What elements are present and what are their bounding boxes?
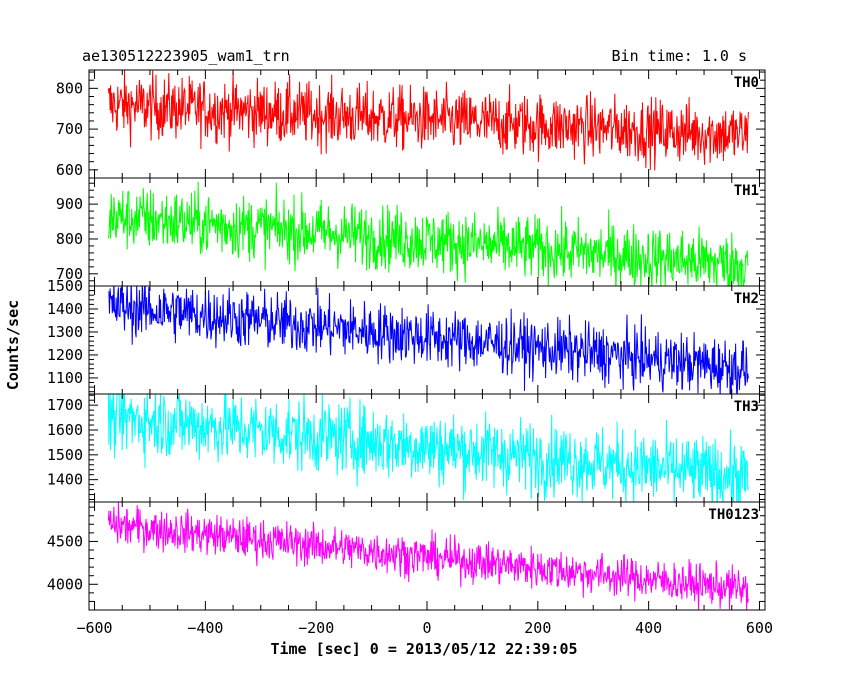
series-line-th3 [107, 394, 749, 502]
x-tick-labels: −600 −400 −200 0 200 400 600 [76, 619, 773, 637]
x-tick-label: 600 [746, 619, 773, 637]
panel-th2: 1100 1200 1300 1400 1500 TH2 [47, 277, 766, 395]
x-tick-label: −600 [76, 619, 112, 637]
x-axis-label: Time [sec] 0 = 2013/05/12 22:39:05 [270, 640, 577, 658]
y-tick-label: 1500 [47, 277, 83, 295]
y-tick-label: 800 [56, 79, 83, 97]
x-tick-label: 200 [524, 619, 551, 637]
panel-group: 600 700 800 TH0 700 800 900 TH1 1100 1200 1300 1400… [47, 69, 766, 611]
y-tick-label: 1700 [47, 396, 83, 414]
y-axis-label: Counts/sec [4, 300, 22, 390]
y-tick-label: 1500 [47, 446, 83, 464]
y-tick-label: 1600 [47, 421, 83, 439]
y-tick-label: 1400 [47, 300, 83, 318]
panel-label-th3: TH3 [734, 399, 759, 415]
chart-title-right: Bin time: 1.0 s [612, 47, 747, 65]
y-tick-label: 1400 [47, 471, 83, 489]
x-tick-label: −400 [187, 619, 223, 637]
y-tick-label: 800 [56, 230, 83, 248]
x-tick-label: 400 [635, 619, 662, 637]
y-tick-label: 900 [56, 195, 83, 213]
panel-label-th0123: TH0123 [708, 507, 759, 523]
chart-title-left: ae130512223905_wam1_trn [82, 47, 290, 65]
series-line-th2 [108, 286, 749, 394]
panel-th3: 1400 1500 1600 1700 TH3 [47, 393, 766, 503]
y-tick-label: 4500 [47, 532, 83, 550]
series-line-th0123 [107, 502, 749, 610]
panel-label-th0: TH0 [734, 75, 759, 91]
y-tick-label: 4000 [47, 575, 83, 593]
y-tick-label: 700 [56, 120, 83, 138]
panel-th0123: 4000 4500 TH0123 [47, 501, 766, 611]
panel-label-th1: TH1 [734, 183, 759, 199]
y-tick-label: 600 [56, 161, 83, 179]
panel-th1: 700 800 900 TH1 [56, 177, 766, 287]
series-line-th1 [107, 181, 749, 286]
y-tick-label: 1100 [47, 369, 83, 387]
panel-th0: 600 700 800 TH0 [56, 69, 766, 179]
y-tick-label: 700 [56, 265, 83, 283]
x-tick-label: −200 [298, 619, 334, 637]
series-line-th0 [107, 70, 749, 171]
y-tick-label: 1200 [47, 346, 83, 364]
x-tick-label: 0 [422, 619, 431, 637]
y-tick-label: 1300 [47, 323, 83, 341]
panel-label-th2: TH2 [734, 291, 759, 307]
